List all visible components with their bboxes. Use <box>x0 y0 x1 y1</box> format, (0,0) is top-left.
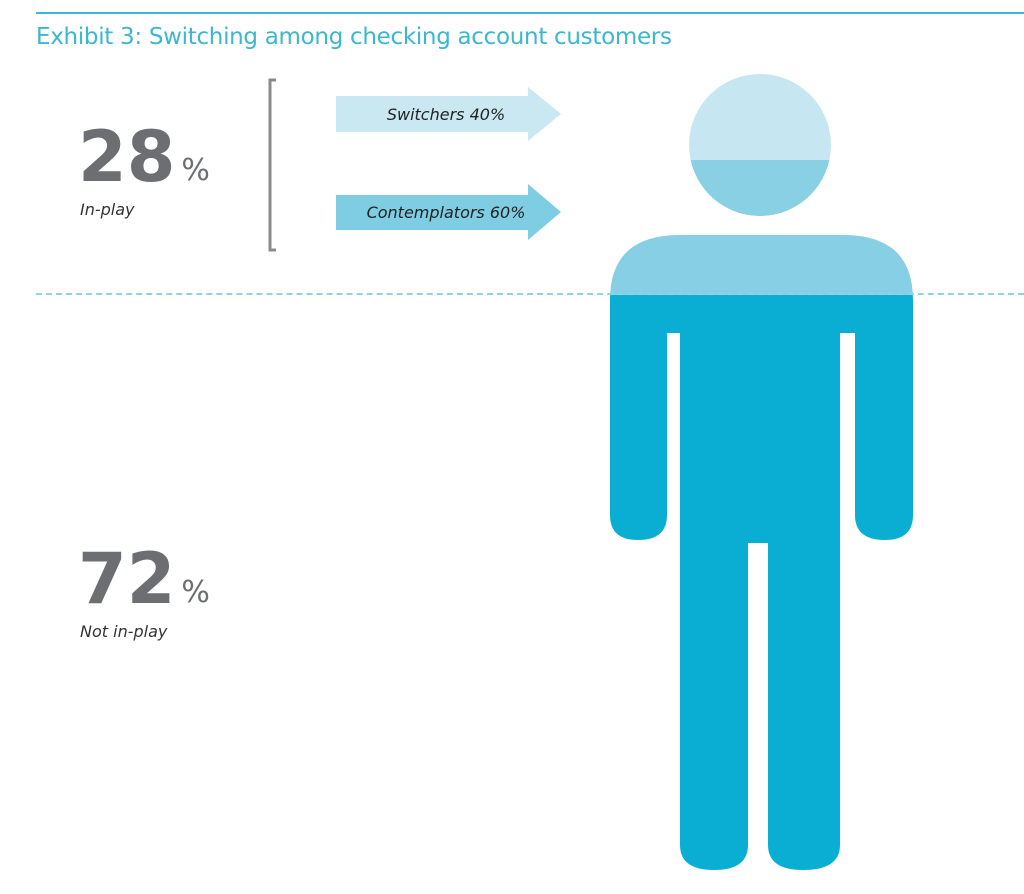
not-in-play-fill <box>610 295 913 870</box>
bracket <box>268 78 276 252</box>
in-play-value: 28 <box>78 116 176 198</box>
top-rule <box>36 12 1024 14</box>
not-in-play-value: 72 <box>78 538 176 620</box>
switchers-label: Switchers 40% <box>387 105 505 124</box>
in-play-stat: 28 % <box>78 120 210 194</box>
contemplators-arrow <box>336 184 561 240</box>
in-play-percent-sign: % <box>181 153 210 188</box>
in-play-divider <box>36 293 1024 295</box>
head <box>689 74 831 216</box>
in-play-fill <box>610 235 913 295</box>
chart-title: Exhibit 3: Switching among checking acco… <box>36 24 672 50</box>
switchers-arrow <box>336 87 561 141</box>
not-in-play-percent-sign: % <box>181 575 210 610</box>
body <box>610 235 913 870</box>
contemplators-label: Contemplators 60% <box>367 203 526 222</box>
in-play-label: In-play <box>80 200 135 219</box>
not-in-play-label: Not in-play <box>80 622 168 641</box>
not-in-play-stat: 72 % <box>78 542 210 616</box>
